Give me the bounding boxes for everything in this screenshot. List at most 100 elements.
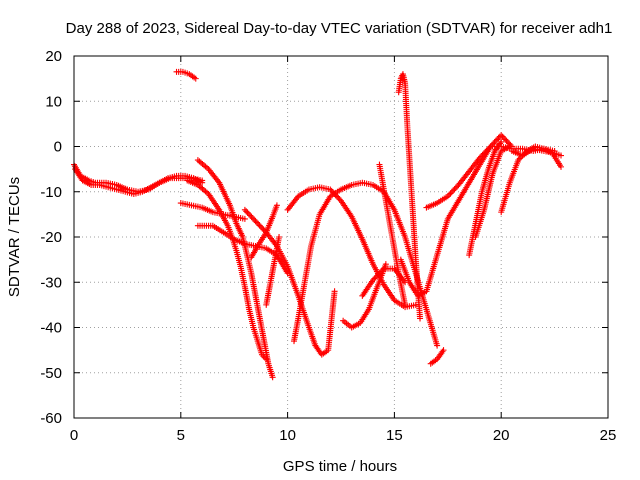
data-point xyxy=(500,135,507,142)
data-marks xyxy=(71,68,565,381)
data-point xyxy=(504,139,511,146)
series-arc-3 xyxy=(173,68,199,82)
data-point xyxy=(251,216,258,223)
data-point xyxy=(488,142,495,149)
y-tick-label: -30 xyxy=(40,274,62,291)
series-arc-13 xyxy=(340,261,389,331)
series-arc-11 xyxy=(291,179,441,349)
series-arc-12 xyxy=(284,184,419,311)
y-tick-label: 10 xyxy=(45,93,62,110)
series-arc-16 xyxy=(395,71,424,322)
data-point xyxy=(447,190,454,197)
data-point xyxy=(263,356,270,363)
y-tick-label: 0 xyxy=(54,139,62,156)
series-arc-5 xyxy=(194,157,276,381)
data-point xyxy=(434,342,441,349)
series-arc-21 xyxy=(472,143,513,240)
series-arc-23 xyxy=(508,145,565,159)
data-point xyxy=(417,315,424,322)
chart-title: Day 288 of 2023, Sidereal Day-to-day VTE… xyxy=(66,20,613,37)
data-point xyxy=(332,192,339,199)
x-tick-label: 20 xyxy=(493,427,510,444)
data-point xyxy=(328,187,335,194)
data-point xyxy=(243,208,250,215)
data-point xyxy=(502,136,509,143)
data-point xyxy=(192,75,199,82)
data-point xyxy=(558,152,565,159)
data-point xyxy=(451,186,458,193)
data-point xyxy=(372,274,379,281)
data-point xyxy=(255,220,262,227)
data-point xyxy=(331,288,338,295)
data-point xyxy=(478,153,485,160)
x-tick-label: 15 xyxy=(386,427,403,444)
data-point xyxy=(450,187,457,194)
data-point xyxy=(483,147,490,154)
x-tick-label: 0 xyxy=(70,427,78,444)
y-tick-label: -20 xyxy=(40,229,62,246)
data-point xyxy=(495,135,502,142)
data-point xyxy=(327,186,334,193)
data-point xyxy=(452,184,459,191)
data-point xyxy=(479,151,486,158)
series-arc-17 xyxy=(397,132,515,299)
series-arc-6 xyxy=(184,177,270,363)
data-point xyxy=(379,267,386,274)
data-point xyxy=(503,137,510,144)
data-point xyxy=(558,163,565,170)
y-axis-title: SDTVAR / TECUs xyxy=(6,177,23,297)
data-point xyxy=(446,191,453,198)
y-tick-label: -40 xyxy=(40,320,62,337)
data-point xyxy=(376,269,383,276)
data-point xyxy=(199,179,206,186)
data-point xyxy=(484,146,491,153)
data-point xyxy=(248,213,255,220)
data-point xyxy=(245,211,252,218)
data-point xyxy=(378,268,385,275)
data-point xyxy=(486,144,493,151)
data-point xyxy=(244,209,251,216)
data-point xyxy=(335,194,342,201)
data-point xyxy=(444,193,451,200)
data-point xyxy=(329,189,336,196)
data-point xyxy=(371,275,378,282)
data-point xyxy=(370,276,377,283)
data-point xyxy=(412,301,419,308)
data-point xyxy=(480,150,487,157)
series-arc-18 xyxy=(427,347,447,367)
x-tick-label: 5 xyxy=(177,427,185,444)
data-point xyxy=(499,133,506,140)
data-point xyxy=(269,374,276,381)
data-point xyxy=(440,347,447,354)
tick-labels: 0 5 10 15 20 25 -60 -50 -40 -30 -20 -10 0 10 20 xyxy=(40,48,616,444)
data-point xyxy=(448,189,455,196)
data-point xyxy=(276,234,283,240)
data-point xyxy=(260,226,267,233)
data-point xyxy=(492,137,499,144)
data-point xyxy=(253,219,260,226)
data-point xyxy=(375,271,382,278)
data-point xyxy=(506,143,513,150)
data-point xyxy=(249,215,256,222)
y-tick-label: 20 xyxy=(45,48,62,65)
data-point xyxy=(333,193,340,200)
series-arc-2 xyxy=(72,166,206,198)
series-arc-10 xyxy=(263,234,283,308)
data-point xyxy=(476,154,483,161)
data-point xyxy=(402,301,409,308)
data-point xyxy=(494,136,501,143)
data-point xyxy=(252,218,259,225)
data-point xyxy=(374,272,381,279)
x-tick-label: 10 xyxy=(279,427,296,444)
data-point xyxy=(241,206,248,213)
y-tick-label: -50 xyxy=(40,365,62,382)
x-axis-title: GPS time / hours xyxy=(283,458,397,475)
series-arc-15 xyxy=(376,161,409,308)
plot-frame xyxy=(73,55,609,419)
data-point xyxy=(257,223,264,230)
y-tick-label: -10 xyxy=(40,184,62,201)
data-point xyxy=(331,190,338,197)
data-point xyxy=(241,215,248,222)
series-arc-9 xyxy=(248,202,280,261)
